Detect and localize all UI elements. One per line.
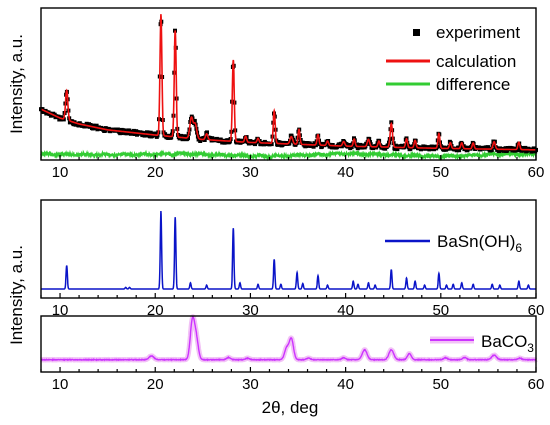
legend-baco3-main: BaCO bbox=[481, 332, 527, 351]
top-x-tick-label: 10 bbox=[52, 164, 69, 181]
middle-panel: 10 20 30 40 50 60 bbox=[40, 199, 545, 319]
bottom-panel: 10 20 30 40 50 60 bbox=[38, 314, 545, 393]
experiment-point bbox=[344, 142, 349, 147]
experiment-point bbox=[179, 133, 184, 138]
middle-x-tick-label: 40 bbox=[337, 302, 354, 319]
legend-basnoh6-main: BaSn(OH) bbox=[437, 232, 515, 251]
x-axis-title: 2θ, deg bbox=[262, 398, 319, 417]
experiment-point bbox=[163, 132, 168, 137]
bottom-x-tick-label: 50 bbox=[432, 376, 449, 393]
calculation-series-line bbox=[40, 14, 536, 151]
experiment-point bbox=[192, 118, 197, 123]
legend-experiment-marker bbox=[413, 29, 420, 36]
experiment-point bbox=[148, 130, 153, 135]
bottom-x-tick-label: 20 bbox=[147, 376, 164, 393]
top-legend: experiment calculation difference bbox=[386, 23, 520, 94]
baco3-series-line bbox=[40, 315, 537, 362]
experiment-point bbox=[432, 147, 436, 152]
legend-baco3-label: BaCO3 bbox=[481, 332, 534, 355]
bottom-x-tick-label: 10 bbox=[52, 376, 69, 393]
middle-x-tick-label: 50 bbox=[432, 302, 449, 319]
experiment-point bbox=[320, 144, 324, 149]
experiment-point bbox=[503, 146, 508, 151]
middle-x-tick-label: 30 bbox=[242, 302, 259, 319]
middle-plot-area bbox=[41, 210, 536, 290]
middle-x-ticks bbox=[40, 293, 537, 298]
experiment-point bbox=[186, 136, 190, 140]
top-x-tick-label: 40 bbox=[337, 164, 354, 181]
bottom-legend: BaCO3 bbox=[430, 332, 534, 355]
middle-x-tick-label: 10 bbox=[52, 302, 69, 319]
bottom-x-tick-label: 60 bbox=[528, 376, 545, 393]
top-y-axis-title: Intensity, a.u. bbox=[7, 34, 26, 134]
middle-x-tick-label: 60 bbox=[528, 302, 545, 319]
basnoh6-series-line bbox=[41, 210, 536, 290]
experiment-point bbox=[395, 147, 400, 152]
experiment-point bbox=[94, 123, 99, 128]
experiment-point bbox=[349, 145, 354, 150]
experiment-point bbox=[454, 148, 459, 153]
experiment-point bbox=[183, 134, 188, 139]
top-x-tick-label: 50 bbox=[432, 164, 449, 181]
experiment-point bbox=[489, 148, 494, 152]
bottom-x-tick-label: 40 bbox=[337, 376, 354, 393]
legend-difference-label: difference bbox=[436, 75, 510, 94]
experiment-point bbox=[339, 144, 344, 149]
legend-calculation-label: calculation bbox=[436, 52, 516, 71]
experiment-point bbox=[146, 130, 151, 135]
middle-x-tick-label: 20 bbox=[147, 302, 164, 319]
experiment-point bbox=[311, 144, 316, 149]
top-x-tick-label: 20 bbox=[147, 164, 164, 181]
top-x-ticks bbox=[40, 155, 537, 160]
difference-series-line bbox=[40, 149, 537, 162]
bottom-x-tick-labels: 10 20 30 40 50 60 bbox=[52, 376, 545, 393]
experiment-point bbox=[505, 148, 510, 153]
top-plot-area bbox=[39, 14, 538, 162]
experiment-point bbox=[61, 117, 66, 122]
top-x-tick-labels: 10 20 30 40 50 60 bbox=[52, 164, 545, 181]
top-x-tick-label: 30 bbox=[242, 164, 259, 181]
legend-basnoh6-sub: 6 bbox=[515, 241, 522, 255]
experiment-point bbox=[523, 145, 528, 150]
experiment-point bbox=[205, 130, 209, 135]
top-x-tick-label: 60 bbox=[528, 164, 545, 181]
bottom-x-ticks bbox=[40, 367, 537, 372]
bottom-x-tick-label: 30 bbox=[242, 376, 259, 393]
legend-baco3-sub: 3 bbox=[527, 341, 534, 355]
top-panel: 10 20 30 40 50 60 bbox=[39, 7, 545, 181]
legend-experiment-label: experiment bbox=[436, 23, 520, 42]
experiment-point bbox=[135, 132, 139, 137]
middle-x-tick-labels: 10 20 30 40 50 60 bbox=[52, 302, 545, 319]
experiment-point bbox=[269, 142, 274, 147]
experiment-point bbox=[202, 138, 207, 142]
bottom-plot-area bbox=[38, 314, 539, 363]
experiment-point bbox=[246, 141, 251, 146]
legend-basnoh6-label: BaSn(OH)6 bbox=[437, 232, 522, 255]
middle-legend: BaSn(OH)6 bbox=[385, 232, 522, 255]
experiment-point bbox=[457, 148, 462, 153]
bottom-y-axis-title: Intensity, a.u. bbox=[7, 245, 26, 345]
experiment-point bbox=[515, 148, 519, 153]
